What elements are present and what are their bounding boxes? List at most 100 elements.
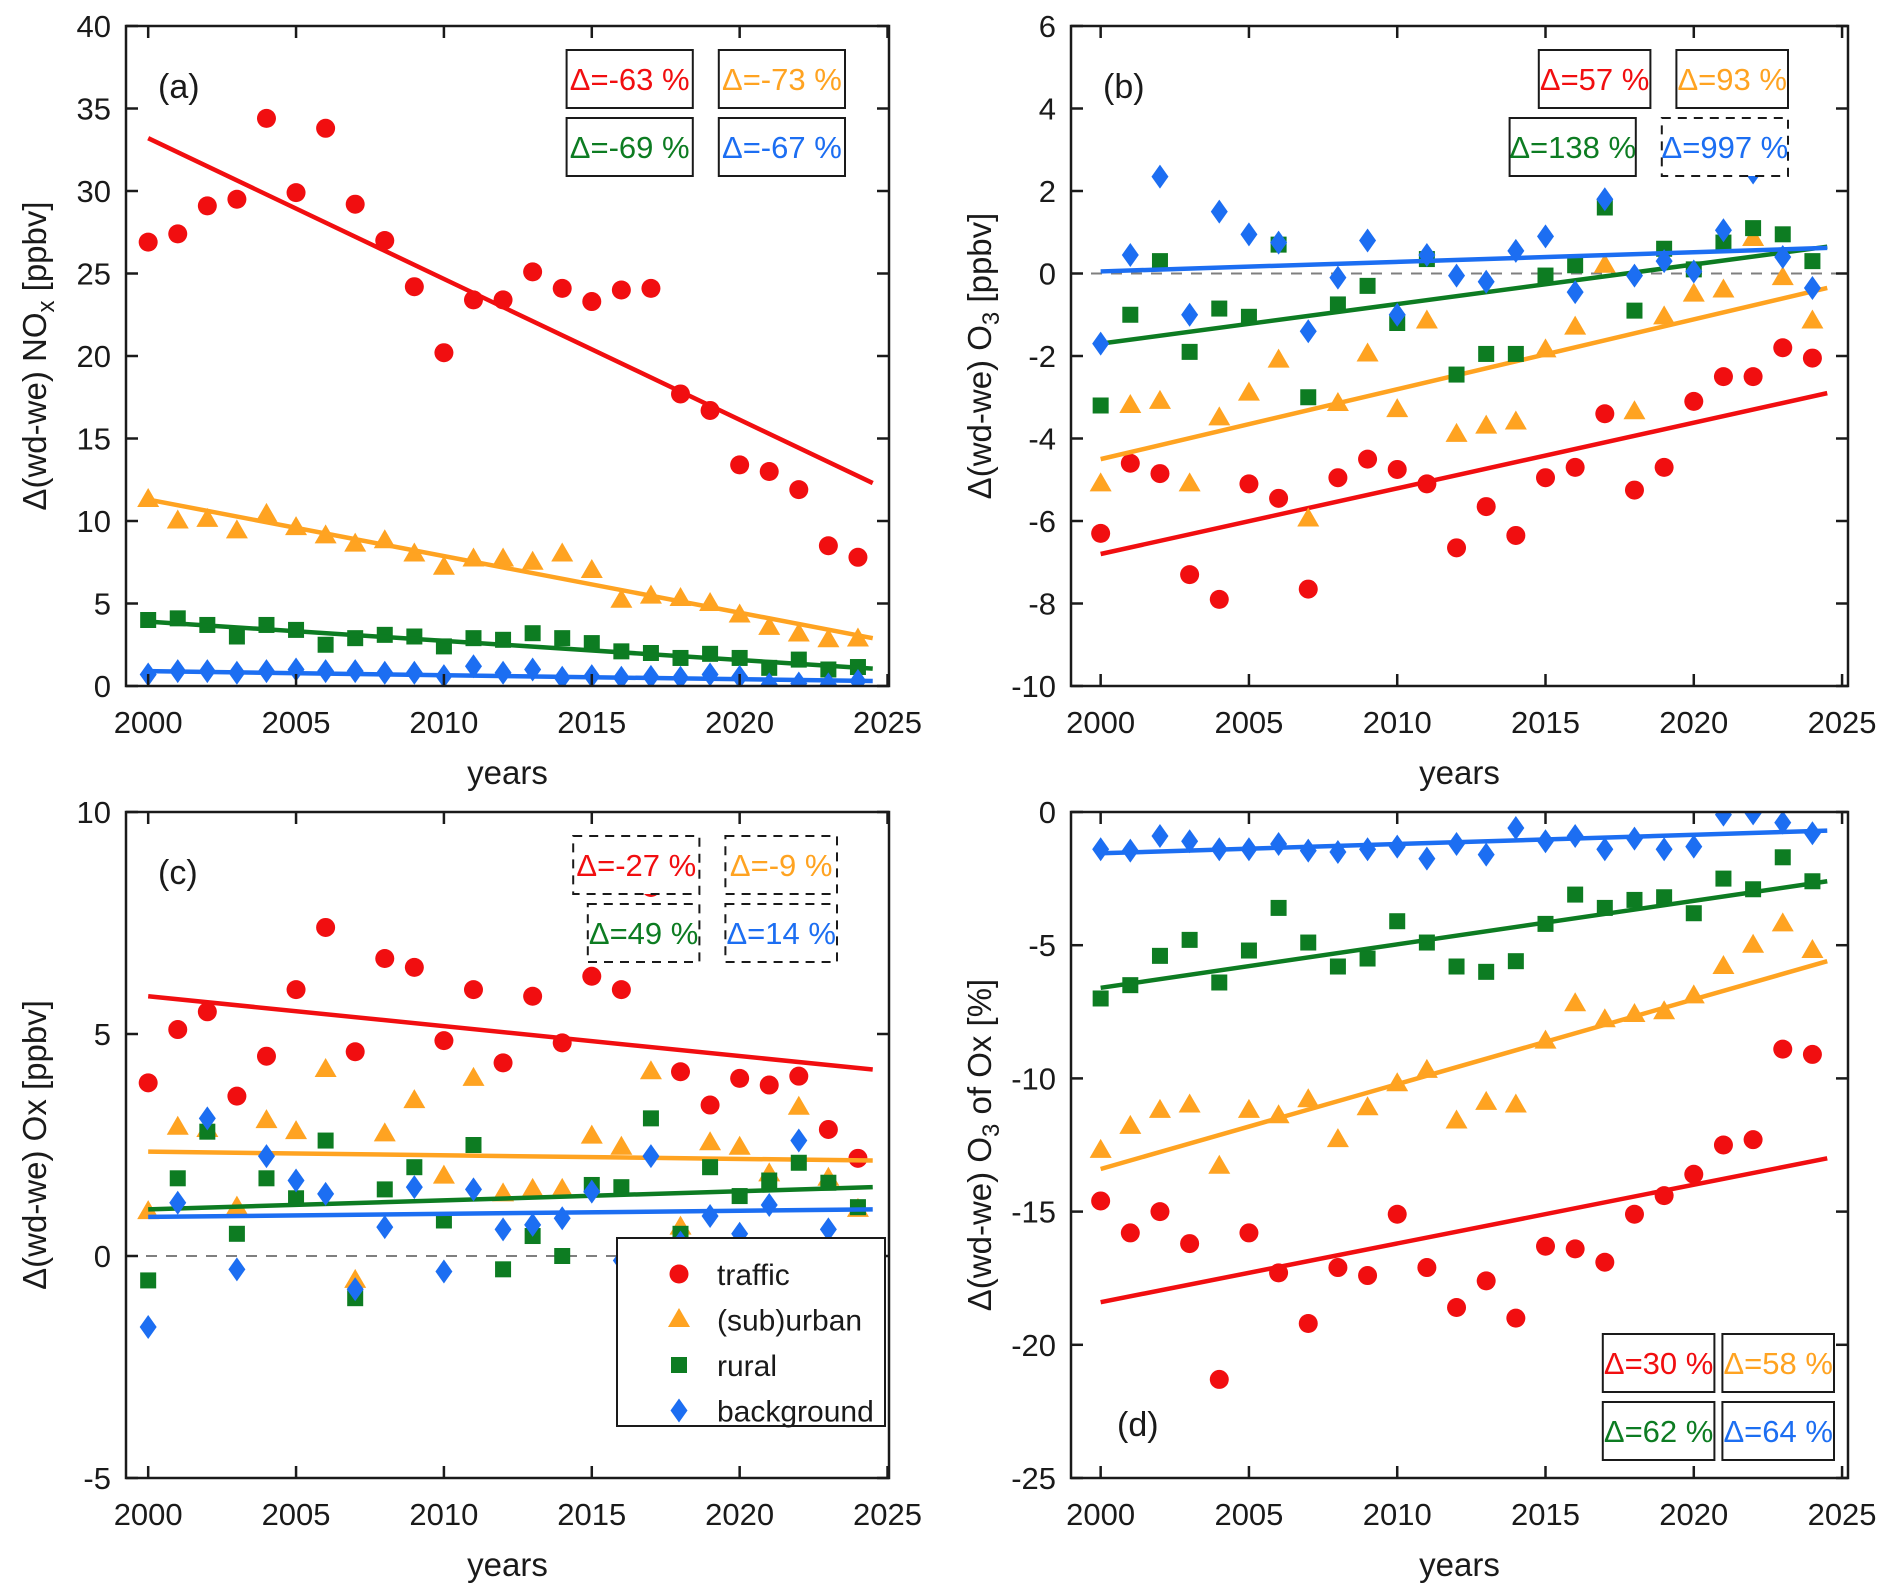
y-tick-label: -4 [1028, 422, 1056, 457]
rural-marker [1715, 234, 1732, 251]
background-marker [376, 1215, 394, 1240]
background-marker [1714, 218, 1732, 243]
x-axis-label: years [467, 754, 548, 791]
background-marker [1566, 823, 1584, 848]
rural-marker [1151, 947, 1168, 964]
traffic-marker [1684, 1164, 1704, 1184]
rural-marker [1478, 963, 1495, 980]
rural-legend-marker [671, 1357, 687, 1373]
traffic-marker [1150, 1202, 1170, 1222]
rural-marker [1359, 277, 1376, 294]
svg-text:Δ=-27 %: Δ=-27 % [576, 848, 696, 883]
delta-annotation-suburban: Δ=93 % [1675, 49, 1790, 109]
svg-text:Δ=93 %: Δ=93 % [1677, 62, 1786, 97]
traffic-marker [1565, 1239, 1585, 1259]
background-marker [1596, 837, 1614, 862]
delta-annotation-traffic: Δ=-63 % [565, 49, 694, 109]
suburban-marker [1178, 472, 1201, 492]
traffic-marker [316, 118, 336, 138]
plot-border [124, 810, 891, 1480]
traffic-marker [789, 1066, 809, 1086]
background-marker [1092, 331, 1110, 356]
rural-trend-line [1100, 879, 1828, 991]
legend-label: traffic [717, 1259, 790, 1292]
legend-item-suburban: (sub)urban [668, 1305, 862, 1338]
background-marker [1655, 837, 1673, 862]
suburban-legend-marker [668, 1308, 690, 1327]
traffic-marker [1506, 1308, 1526, 1328]
suburban-marker [1593, 253, 1616, 273]
rural-marker [1240, 942, 1257, 959]
traffic-marker [611, 280, 631, 300]
rural-marker [317, 1132, 334, 1149]
svg-text:Δ=997 %: Δ=997 % [1662, 130, 1789, 165]
traffic-marker [582, 292, 602, 312]
suburban-marker [255, 1109, 278, 1129]
svg-text:Δ=62 %: Δ=62 % [1604, 1414, 1713, 1449]
suburban-marker [1356, 1096, 1379, 1116]
suburban-marker [1712, 955, 1735, 975]
panel-letter: (b) [1103, 68, 1145, 106]
suburban-marker [166, 1115, 189, 1135]
suburban-marker [225, 519, 248, 539]
background-marker [1359, 228, 1377, 253]
background-marker [169, 1190, 187, 1215]
rural-marker [1181, 931, 1198, 948]
rural-marker [169, 1170, 186, 1187]
x-tick-label: 2010 [409, 1497, 478, 1532]
suburban-marker [1178, 1093, 1201, 1113]
background-marker [1625, 263, 1643, 288]
suburban-marker [728, 1135, 751, 1155]
rural-marker [140, 1272, 157, 1289]
y-tick-label: 20 [77, 339, 111, 374]
suburban-marker [580, 559, 603, 578]
background-marker [1507, 815, 1525, 840]
traffic-marker [848, 547, 868, 567]
x-tick-label: 2020 [1659, 1497, 1728, 1532]
rural-marker [1774, 226, 1791, 243]
traffic-marker [345, 194, 365, 214]
background-marker [346, 1277, 364, 1302]
rural-marker [1300, 389, 1317, 406]
background-marker [1477, 269, 1495, 294]
x-tick-label: 2005 [262, 1497, 331, 1532]
traffic-marker [404, 957, 424, 977]
y-tick-label: -25 [1011, 1461, 1056, 1496]
traffic-marker [1802, 1044, 1822, 1064]
rural-marker [1122, 306, 1139, 323]
background-marker [1270, 230, 1288, 255]
suburban-marker [1089, 472, 1112, 492]
series-suburban [137, 488, 874, 648]
series-rural [1092, 849, 1828, 1007]
rural-marker [1448, 958, 1465, 975]
axis-ticks [1071, 810, 1848, 1480]
traffic-marker [582, 966, 602, 986]
rural-marker [1745, 220, 1762, 237]
background-marker [317, 659, 335, 684]
background-marker [1240, 222, 1258, 247]
traffic-marker [227, 189, 247, 209]
rural-marker [1211, 974, 1228, 991]
background-marker [1448, 263, 1466, 288]
suburban-marker [432, 1164, 455, 1184]
traffic-marker [759, 1075, 779, 1095]
background-marker [1596, 187, 1614, 212]
rural-marker [1715, 870, 1732, 887]
x-tick-label: 2020 [1659, 705, 1728, 740]
suburban-marker [1148, 389, 1171, 409]
background-marker [1418, 846, 1436, 871]
rural-marker [1181, 343, 1198, 360]
background-marker [464, 654, 482, 679]
svg-text:Δ=30 %: Δ=30 % [1604, 1346, 1713, 1381]
x-tick-label: 2010 [409, 705, 478, 740]
rural-marker [228, 1225, 245, 1242]
panel-b: 2000 2005 2010 2015 2020 2025 -10 -8 -6 -4 -2 0 2 4 6 y… [961, 9, 1877, 791]
rural-marker [1656, 889, 1673, 906]
traffic-marker [197, 1002, 217, 1022]
y-tick-label: -10 [1011, 669, 1056, 704]
suburban-marker [551, 542, 574, 562]
rural-marker [1270, 899, 1287, 916]
rural-marker [1478, 345, 1495, 362]
rural-marker [524, 625, 541, 642]
